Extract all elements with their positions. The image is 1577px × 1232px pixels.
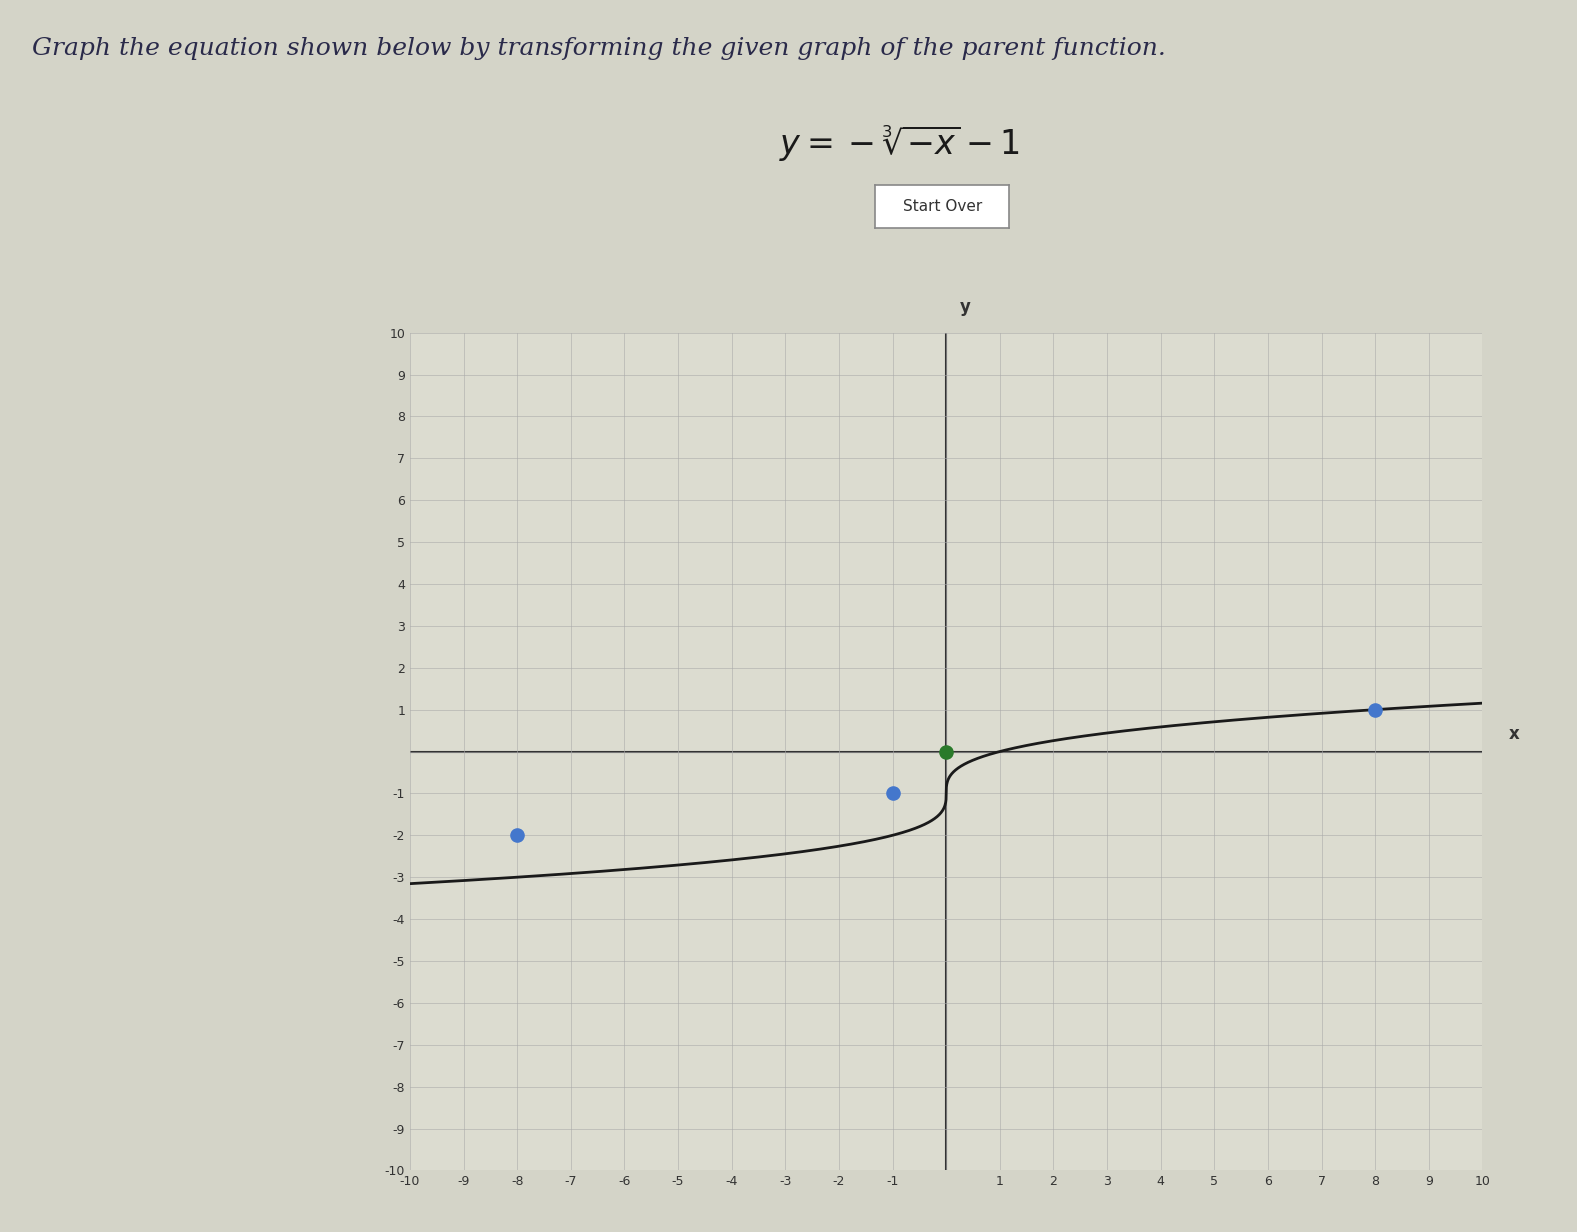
Text: x: x bbox=[1509, 724, 1520, 743]
Text: $y = -\sqrt[3]{-x} - 1$: $y = -\sqrt[3]{-x} - 1$ bbox=[779, 123, 1019, 163]
Point bbox=[880, 784, 905, 803]
Text: y: y bbox=[959, 298, 970, 315]
Point bbox=[505, 825, 530, 845]
Text: Start Over: Start Over bbox=[902, 198, 982, 214]
Point bbox=[934, 742, 959, 761]
Text: Graph the equation shown below by transforming the given graph of the parent fun: Graph the equation shown below by transf… bbox=[32, 37, 1165, 60]
Point bbox=[1363, 700, 1388, 719]
